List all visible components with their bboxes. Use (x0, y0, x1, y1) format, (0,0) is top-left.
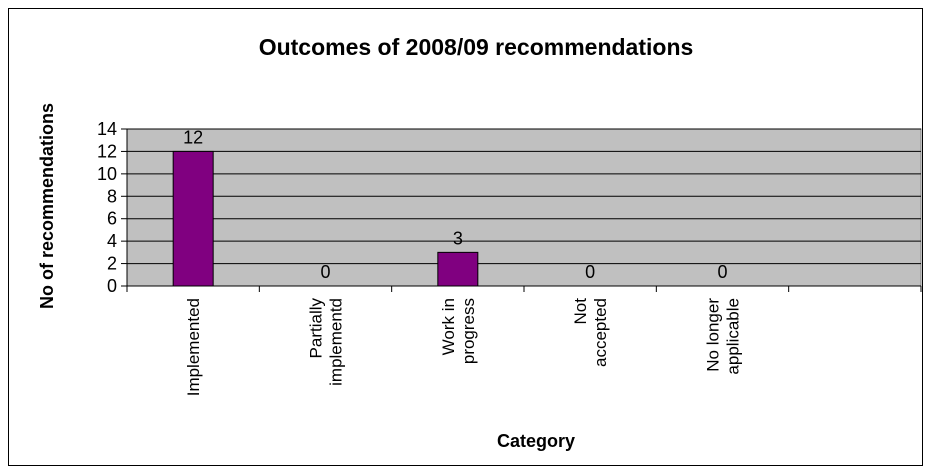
y-tick-label: 0 (107, 276, 117, 296)
x-tick-label: progress (459, 298, 478, 364)
data-label: 0 (320, 262, 330, 282)
y-tick-label: 6 (107, 209, 117, 229)
bar (172, 150, 214, 287)
bar-chart: Outcomes of 2008/09 recommendations No o… (37, 34, 922, 451)
chart-title: Outcomes of 2008/09 recommendations (259, 34, 694, 60)
y-tick-label: 8 (107, 186, 117, 206)
y-tick-label: 10 (97, 164, 117, 184)
chart-frame: Outcomes of 2008/09 recommendations No o… (8, 8, 923, 466)
x-axis-label: Category (497, 431, 575, 451)
y-tick-label: 2 (107, 254, 117, 274)
x-tick-label: Implemented (184, 298, 203, 396)
x-tick-label: Work in (439, 298, 458, 355)
x-tick-label: Not (571, 298, 590, 325)
data-label: 12 (183, 127, 203, 147)
data-label: 0 (585, 262, 595, 282)
x-tick-label: No longer (704, 298, 723, 372)
data-label: 3 (453, 228, 463, 248)
plot-area (126, 128, 922, 287)
x-tick-label: accepted (591, 298, 610, 367)
bar (437, 251, 479, 287)
x-tick-label: applicable (724, 298, 743, 375)
y-tick-label: 4 (107, 231, 117, 251)
y-tick-label: 12 (97, 141, 117, 161)
data-label: 0 (717, 262, 727, 282)
y-tick-label: 14 (97, 119, 117, 139)
y-axis-label: No of recommendations (37, 103, 57, 309)
x-tick-label: Partially (307, 298, 326, 359)
x-tick-label: implementd (327, 298, 346, 386)
